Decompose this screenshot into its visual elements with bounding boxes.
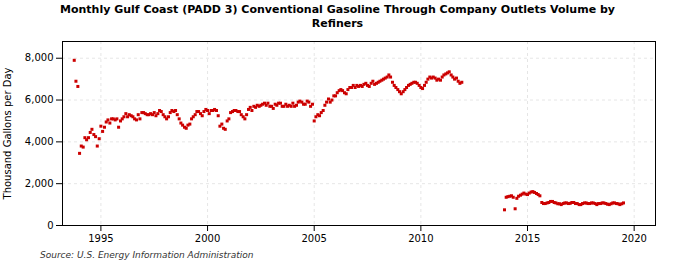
svg-text:0: 0	[47, 220, 53, 231]
svg-text:2,000: 2,000	[25, 178, 54, 189]
html-text:Monthly Gulf Coast (PADD 3) Co: Monthly Gulf Coast (PADD 3) Conventional…	[60, 3, 615, 30]
svg-text:8,000: 8,000	[25, 52, 54, 63]
svg-text:2020: 2020	[621, 233, 646, 244]
svg-text:6,000: 6,000	[25, 94, 54, 105]
svg-text:2010: 2010	[408, 233, 433, 244]
svg-text:1995: 1995	[88, 233, 113, 244]
svg-text:Thousand Gallons per Day: Thousand Gallons per Day	[2, 67, 13, 200]
svg-text:2000: 2000	[195, 233, 220, 244]
svg-text:2015: 2015	[515, 233, 540, 244]
svg-text:2005: 2005	[301, 233, 326, 244]
html-text:Source: U.S. Energy Informatio: Source: U.S. Energy Information Administ…	[40, 250, 254, 260]
svg-text:4,000: 4,000	[25, 136, 54, 147]
